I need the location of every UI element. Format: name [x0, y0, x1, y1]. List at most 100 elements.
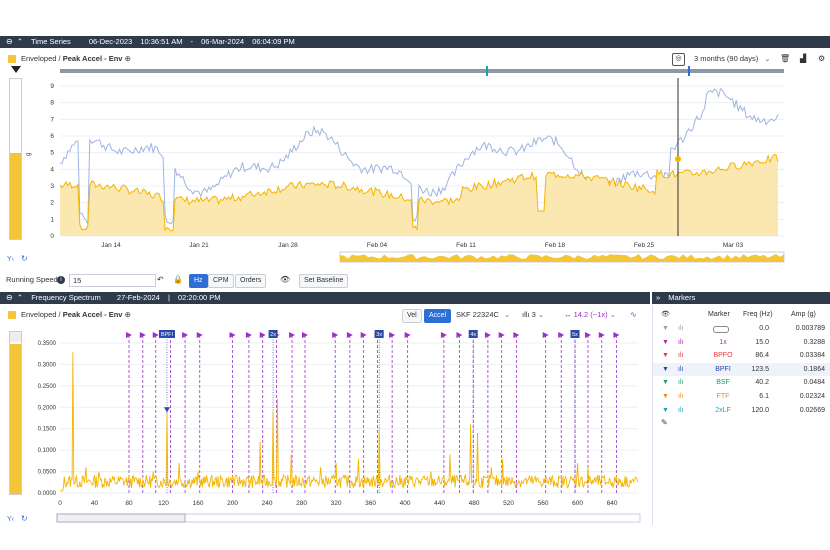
marker-row[interactable]: ▼ ılı BPFI 123.5 0.1864 — [653, 362, 830, 377]
orders-button[interactable]: Orders — [235, 274, 267, 288]
fs-marker-flag[interactable] — [484, 332, 491, 338]
marker-triangle-icon[interactable]: ▼ — [662, 393, 669, 400]
bearing-select[interactable]: SKF 22324C ⌄ — [456, 309, 510, 321]
expand-chevron-icon[interactable]: ⌃ — [16, 37, 24, 46]
fs-harmonic-tag[interactable] — [158, 330, 175, 338]
hz-button[interactable]: Hz — [189, 274, 208, 288]
lock-icon[interactable]: 🔒 — [173, 275, 183, 284]
y-scale-icon[interactable]: Y‹ — [7, 256, 15, 263]
fs-marker-flag[interactable] — [360, 332, 367, 338]
marker-row[interactable]: ▼ ılı BPFO 86.4 0.03384 — [653, 349, 830, 363]
measurement-name[interactable]: Peak Accel - Env — [62, 310, 123, 319]
fs-harmonic-tag[interactable] — [468, 330, 478, 338]
ts-range-bar[interactable] — [60, 69, 784, 73]
running-speed-label: Running Speed — [6, 275, 58, 284]
target-icon[interactable]: ◎ — [672, 53, 685, 66]
marker-row[interactable]: ▼ ılı 2xLF 120.0 0.02669 — [653, 404, 830, 418]
edit-icon[interactable]: ✎ — [661, 418, 668, 427]
fs-overview-window[interactable] — [56, 513, 186, 523]
fs-marker-flag[interactable] — [440, 332, 447, 338]
fs-y-tick: 0.1500 — [38, 427, 57, 433]
ts-amplitude-gauge[interactable] — [9, 78, 22, 240]
fs-marker-flag[interactable] — [558, 332, 565, 338]
marker-triangle-icon[interactable]: ▼ — [662, 379, 669, 387]
chart-icon[interactable]: ▟ — [800, 54, 807, 63]
running-speed-input[interactable]: 15 — [69, 274, 156, 287]
vel-button[interactable]: Vel — [402, 309, 422, 323]
fs-marker-flag[interactable] — [456, 332, 463, 338]
time-series-chart[interactable]: 0 1 2 3 4 5 6 7 8 9 g Jan 14 Jan 21 Jan 28 Feb 04 Feb… — [0, 64, 830, 264]
range-select[interactable]: 3 months (90 days) ⌄ — [694, 53, 771, 65]
expand-chevron-icon[interactable]: ⌃ — [16, 293, 24, 302]
fs-marker-flag[interactable] — [498, 332, 505, 338]
marker-triangle-icon[interactable]: ▼ — [662, 352, 669, 360]
fs-marker-flag[interactable] — [584, 332, 591, 338]
marker-row[interactable]: ▼ ılı FTF 6.1 0.02324 — [653, 390, 830, 404]
fs-marker-flag[interactable] — [613, 332, 620, 338]
fs-marker-flag[interactable] — [259, 332, 266, 338]
accel-button[interactable]: Accel — [424, 309, 452, 323]
fs-marker-flag[interactable] — [245, 332, 252, 338]
ts-range-handle-1[interactable] — [486, 66, 488, 76]
marker-row[interactable]: ▼ ılı BSF 40.2 0.0484 — [653, 376, 830, 390]
fs-x-tick: 0 — [58, 500, 62, 507]
fs-marker-flag[interactable] — [346, 332, 353, 338]
gear-icon[interactable]: ⚙ — [818, 54, 826, 63]
harmonics-select[interactable]: ıllı 3 ⌄ — [522, 309, 544, 321]
double-chevron-icon[interactable]: » — [656, 293, 661, 302]
fs-harmonic-tag-label: BPFI — [161, 332, 174, 338]
fs-marker-flag[interactable] — [598, 332, 605, 338]
frequency-spectrum-chart[interactable]: 0.0000 0.0500 0.1000 0.1500 0.2000 0.2500 0.30… — [0, 321, 650, 527]
waveform-icon[interactable]: ∿ — [630, 310, 637, 319]
collapse-icon[interactable]: ⊖ — [6, 293, 13, 302]
measurement-prefix: Enveloped / — [21, 310, 61, 319]
marker-row[interactable]: ▼ ılı 0.0 0.003789 — [653, 322, 830, 336]
sideband-select[interactable]: ↔ 14.2 (~1x) ⌄ — [564, 309, 616, 321]
info-icon[interactable]: i — [57, 276, 65, 284]
fs-marker-flag[interactable] — [289, 332, 296, 338]
fs-marker-flag[interactable] — [152, 332, 159, 338]
marker-triangle-icon[interactable]: ▼ — [662, 325, 669, 332]
fs-marker-flag[interactable] — [404, 332, 411, 338]
marker-triangle-icon[interactable]: ▼ — [662, 365, 669, 373]
cpm-button[interactable]: CPM — [208, 274, 234, 288]
add-circle-icon[interactable]: ⊕ — [124, 310, 131, 319]
visibility-icon[interactable]: 👁 — [661, 311, 670, 318]
fs-harmonic-tag[interactable] — [570, 330, 580, 338]
add-circle-icon[interactable]: ⊕ — [124, 54, 131, 63]
ts-y-tick: 0 — [50, 233, 54, 240]
set-baseline-button[interactable]: Set Baseline — [299, 274, 349, 288]
refresh-icon[interactable]: ↻ — [21, 254, 28, 263]
fs-marker-flag[interactable] — [389, 332, 396, 338]
marker-triangle-icon[interactable]: ▼ — [662, 338, 669, 346]
fs-marker-flag[interactable] — [302, 332, 309, 338]
fs-marker-flag[interactable] — [513, 332, 520, 338]
fs-marker-flag[interactable] — [196, 332, 203, 338]
marker-amp: 0.3288 — [803, 338, 825, 346]
filter-icon[interactable] — [11, 66, 21, 73]
y-scale-icon[interactable]: Y‹ — [7, 516, 15, 523]
eye-icon[interactable]: 👁 — [280, 275, 291, 284]
fs-harmonic-tag[interactable] — [268, 330, 278, 338]
fs-marker-flag[interactable] — [229, 332, 236, 338]
fs-x-tick: 120 — [158, 500, 169, 507]
fs-harmonic-tag[interactable] — [374, 330, 384, 338]
fs-marker-flag[interactable] — [182, 332, 189, 338]
series-color-swatch — [8, 311, 16, 319]
marker-row[interactable]: ▼ ılı 1x 15.0 0.3288 — [653, 336, 830, 350]
marker-triangle-icon[interactable]: ▼ — [662, 406, 669, 414]
marker-amp: 0.003789 — [795, 325, 825, 332]
fs-marker-flag[interactable] — [126, 332, 133, 338]
ts-range-handle-2[interactable] — [688, 66, 690, 76]
undo-icon[interactable]: ↶ — [157, 275, 164, 284]
refresh-icon[interactable]: ↻ — [21, 514, 28, 523]
fs-x-tick: 200 — [227, 500, 238, 507]
collapse-icon[interactable]: ⊖ — [6, 37, 13, 46]
trash-icon[interactable]: 🗑 — [780, 54, 791, 63]
fs-marker-flag[interactable] — [139, 332, 146, 338]
fs-marker-flag[interactable] — [542, 332, 549, 338]
measurement-name[interactable]: Peak Accel - Env — [62, 54, 123, 63]
fs-marker-flag[interactable] — [332, 332, 339, 338]
fs-x-tick: 240 — [262, 500, 273, 507]
fs-amplitude-gauge[interactable] — [9, 331, 22, 495]
